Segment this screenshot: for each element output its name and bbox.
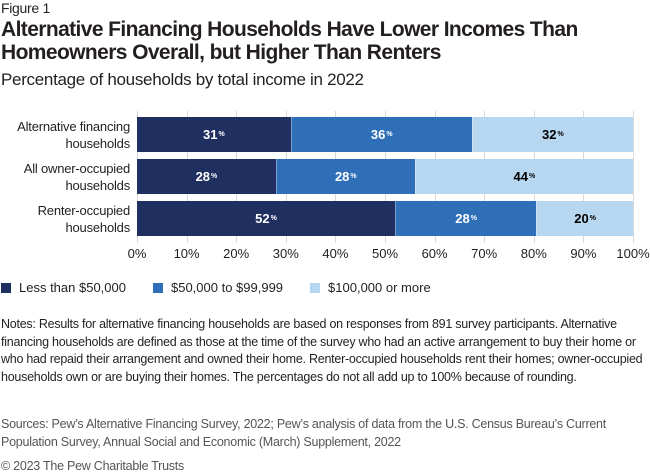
bar-segment: 44% bbox=[414, 159, 633, 194]
x-tick-label: 50% bbox=[371, 246, 399, 261]
x-tick-label: 30% bbox=[272, 246, 299, 261]
notes: Notes: Results for alternative financing… bbox=[1, 317, 643, 384]
legend-item: Less than $50,000 bbox=[1, 280, 126, 295]
sources: Sources: Pew’s Alternative Financing Sur… bbox=[1, 417, 606, 449]
x-tick-label: 60% bbox=[421, 246, 448, 261]
chart-subtitle: Percentage of households by total income… bbox=[1, 70, 364, 89]
x-tick-label: 0% bbox=[127, 246, 147, 261]
bar-segment: 52% bbox=[137, 201, 395, 236]
row-label: Alternative financing households bbox=[17, 119, 130, 151]
row-label: Renter-occupied households bbox=[37, 203, 131, 235]
chart-title: Alternative Financing Households Have Lo… bbox=[1, 18, 578, 64]
x-tick-label: 10% bbox=[173, 246, 200, 261]
figure-label: Figure 1 bbox=[1, 0, 50, 16]
legend-label: Less than $50,000 bbox=[19, 280, 126, 295]
x-tick-label: 100% bbox=[616, 246, 650, 261]
x-tick-label: 80% bbox=[520, 246, 547, 261]
legend-label: $100,000 or more bbox=[328, 280, 431, 295]
bar-segment: 28% bbox=[275, 159, 415, 194]
legend-item: $100,000 or more bbox=[310, 280, 431, 295]
bar-row: 28% 28% 44% bbox=[137, 159, 633, 194]
legend-label: $50,000 to $99,999 bbox=[170, 280, 284, 295]
legend-swatch-icon bbox=[1, 282, 11, 293]
x-tick-label: 40% bbox=[322, 246, 349, 261]
bar-segment: 20% bbox=[536, 201, 633, 236]
legend-swatch-icon bbox=[152, 282, 163, 293]
legend: Less than $50,000 $50,000 to $99,999 $100,… bbox=[1, 280, 458, 295]
bar-row: 52% 28% 20% bbox=[137, 201, 633, 236]
legend-swatch-icon bbox=[310, 282, 321, 293]
legend-item: $50,000 to $99,999 bbox=[152, 280, 284, 295]
bar-segment: 28% bbox=[394, 201, 537, 236]
x-tick-label: 90% bbox=[570, 246, 597, 261]
x-tick-label: 70% bbox=[471, 246, 498, 261]
bar-segment: 36% bbox=[290, 117, 472, 152]
row-label: All owner-occupied households bbox=[23, 161, 130, 193]
bar-row: 31% 36% 32% bbox=[137, 117, 633, 152]
gridline bbox=[633, 111, 634, 243]
bar-segment: 31% bbox=[137, 117, 291, 152]
x-tick-label: 20% bbox=[223, 246, 250, 261]
bar-segment: 32% bbox=[471, 117, 633, 152]
copyright: © 2023 The Pew Charitable Trusts bbox=[1, 459, 185, 473]
stacked-bar-chart: 0% 10% 20% 30% 40% 50% 60% 70% 80% 90% 100% Alterna… bbox=[0, 108, 650, 273]
bar-segment: 28% bbox=[137, 159, 276, 194]
